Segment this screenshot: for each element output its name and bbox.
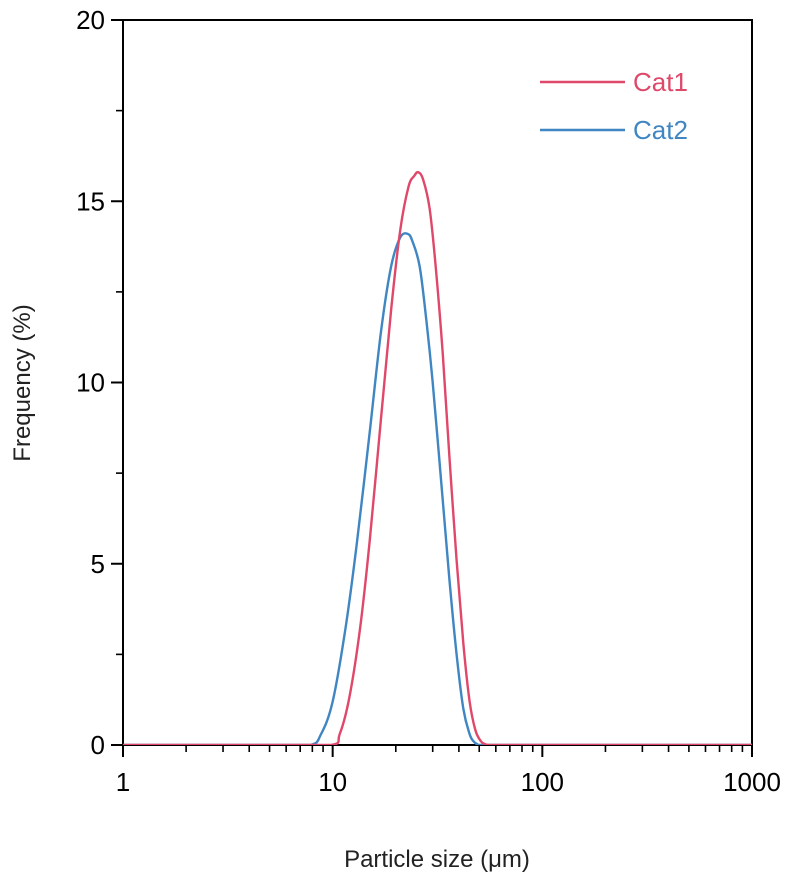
x-tick-label: 10 [318,767,347,797]
x-tick-label: 1 [116,767,130,797]
legend: Cat1 Cat2 [540,67,688,145]
y-tick-label: 10 [76,368,105,398]
axes: 1 10 100 1000 0 5 10 15 20 [76,5,781,797]
y-axis-title: Frequency (%) [9,304,36,461]
y-tick-label: 15 [76,186,105,216]
legend-label-cat1: Cat1 [633,67,688,97]
x-axis-title: Particle size (μm) [344,846,530,873]
x-tick-label: 100 [521,767,564,797]
y-tick-label: 5 [91,549,105,579]
series-line-cat1 [123,170,752,745]
x-tick-label: 1000 [723,767,781,797]
series-layer [123,170,752,745]
series-line-cat2 [123,232,752,745]
y-tick-label: 20 [76,5,105,35]
legend-label-cat2: Cat2 [633,115,688,145]
y-tick-label: 0 [91,730,105,760]
